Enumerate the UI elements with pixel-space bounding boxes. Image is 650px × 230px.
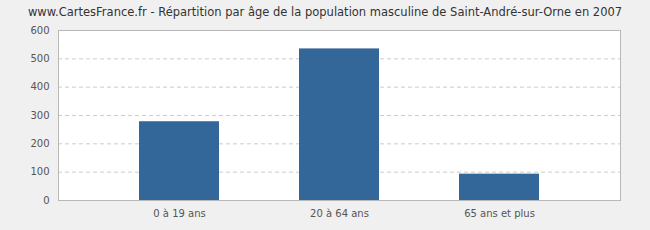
svg-text:400: 400	[30, 81, 49, 92]
svg-text:0 à 19 ans: 0 à 19 ans	[153, 208, 205, 219]
svg-text:200: 200	[30, 138, 49, 149]
svg-text:600: 600	[30, 25, 49, 36]
svg-text:500: 500	[30, 53, 49, 64]
svg-text:100: 100	[30, 166, 49, 177]
svg-text:20 à 64 ans: 20 à 64 ans	[310, 208, 369, 219]
svg-text:300: 300	[30, 110, 49, 121]
svg-text:0: 0	[43, 195, 49, 206]
html-text:www.CartesFrance.fr - Répartit: www.CartesFrance.fr - Répartition par âg…	[27, 5, 623, 19]
svg-text:65 ans et plus: 65 ans et plus	[464, 208, 535, 219]
